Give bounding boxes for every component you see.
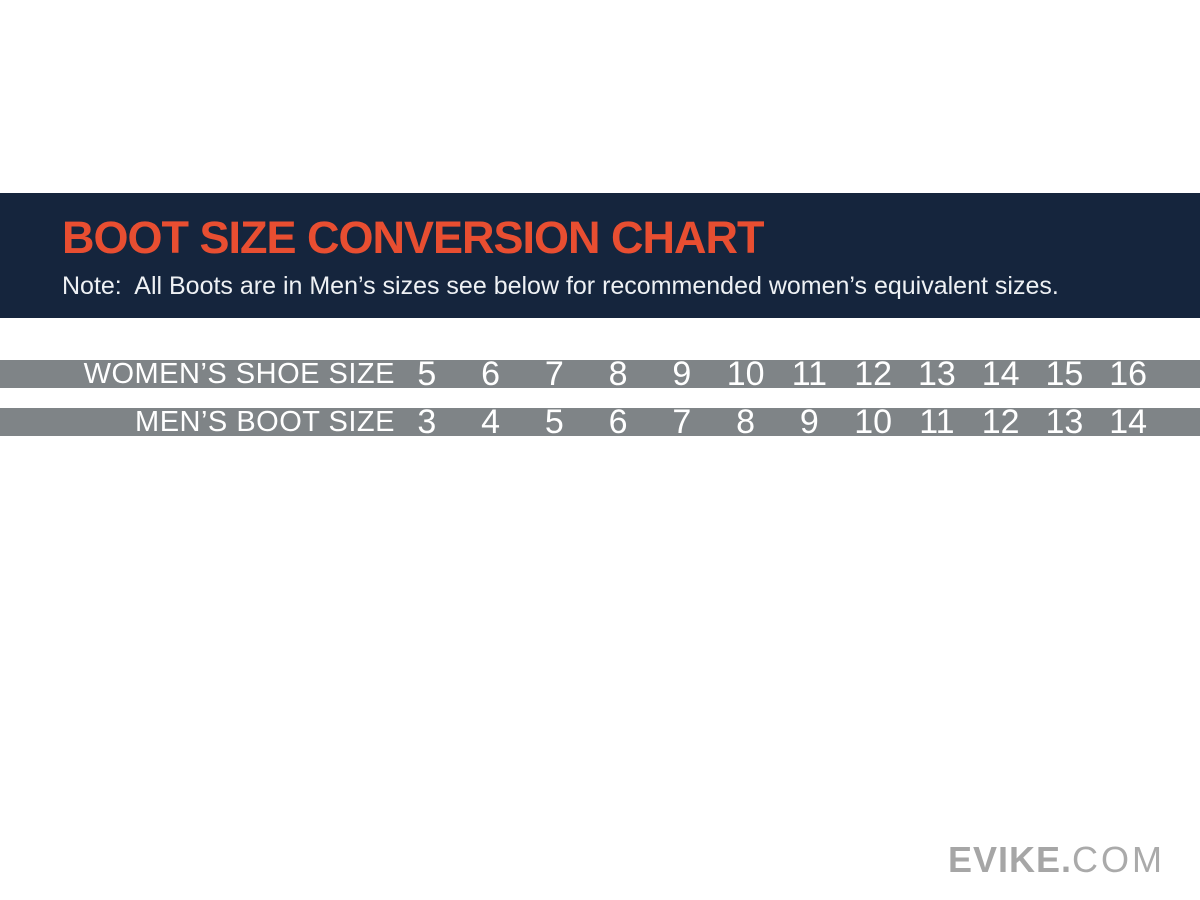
brand-logo: EVIKE.COM xyxy=(948,842,1165,878)
mens-size-cell: 14 xyxy=(1109,403,1148,441)
brand-logo-bold-text: EVIKE. xyxy=(947,839,1072,880)
mens-size-cell: 8 xyxy=(736,403,756,441)
mens-size-cell: 5 xyxy=(544,403,564,441)
womens-size-cell: 14 xyxy=(981,355,1020,393)
womens-size-cell: 12 xyxy=(854,355,893,393)
page-title: BOOT SIZE CONVERSION CHART xyxy=(62,212,765,263)
mens-size-cell: 10 xyxy=(854,403,893,441)
womens-size-cell: 6 xyxy=(481,355,501,393)
row-label-womens: WOMEN’S SHOE SIZE xyxy=(83,357,395,390)
mens-size-cell: 12 xyxy=(981,403,1020,441)
womens-size-cell: 15 xyxy=(1045,355,1084,393)
mens-size-cell: 11 xyxy=(919,403,955,441)
womens-size-cell: 5 xyxy=(417,355,437,393)
header-band: BOOT SIZE CONVERSION CHART Note: All Boo… xyxy=(0,193,1200,318)
brand-logo-light-text: COM xyxy=(1072,839,1165,880)
womens-size-cell: 10 xyxy=(726,355,765,393)
mens-size-cell: 9 xyxy=(799,403,819,441)
womens-size-cell: 13 xyxy=(917,355,956,393)
womens-size-cell: 16 xyxy=(1109,355,1148,393)
womens-size-cell: 8 xyxy=(608,355,628,393)
mens-size-cell: 6 xyxy=(608,403,628,441)
table-row-womens-shoe-size: WOMEN’S SHOE SIZE 5 6 7 8 9 10 11 12 13 … xyxy=(0,355,1200,393)
mens-size-cell: 4 xyxy=(481,403,501,441)
mens-size-cell: 13 xyxy=(1045,403,1084,441)
mens-size-cell: 3 xyxy=(417,403,437,441)
womens-size-cell: 11 xyxy=(791,355,828,393)
womens-size-cell: 7 xyxy=(544,355,564,393)
header-note: Note: All Boots are in Men’s sizes see b… xyxy=(62,272,1059,300)
womens-size-cell: 9 xyxy=(672,355,692,393)
mens-size-cell: 7 xyxy=(672,403,692,441)
row-label-mens: MEN’S BOOT SIZE xyxy=(135,405,395,438)
table-row-mens-boot-size: MEN’S BOOT SIZE 3 4 5 6 7 8 9 10 11 12 1… xyxy=(0,403,1200,441)
